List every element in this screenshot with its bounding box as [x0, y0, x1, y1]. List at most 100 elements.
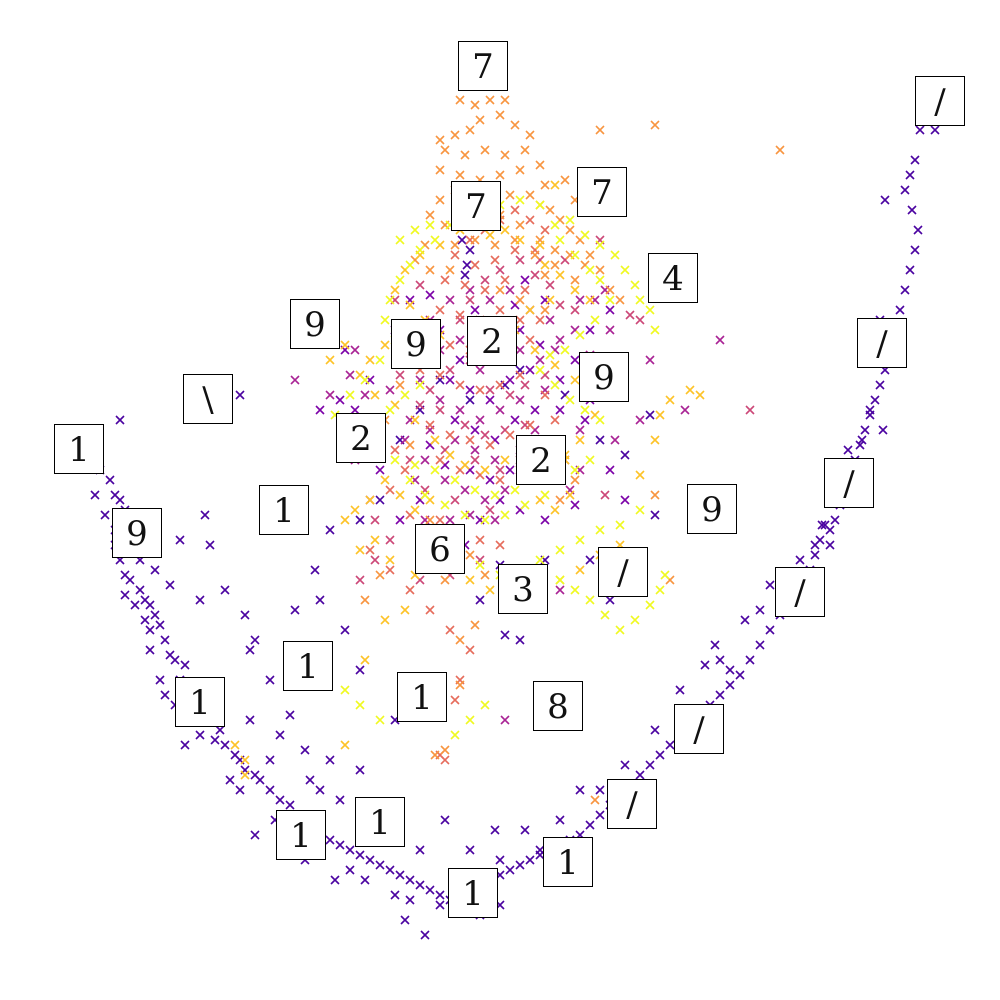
data-point — [380, 475, 390, 485]
data-point — [515, 195, 525, 205]
data-point — [355, 665, 365, 675]
data-point — [445, 430, 455, 440]
digit-thumbnail: 9 — [112, 508, 162, 558]
data-point — [470, 235, 480, 245]
data-point — [595, 785, 605, 795]
data-point — [530, 250, 540, 260]
digit-thumbnail: / — [674, 704, 724, 754]
data-point — [585, 455, 595, 465]
data-point — [535, 240, 545, 250]
digit-label: / — [934, 82, 946, 122]
data-point — [445, 625, 455, 635]
data-point — [410, 460, 420, 470]
digit-label: 2 — [350, 419, 372, 459]
data-point — [390, 445, 400, 455]
data-point — [355, 850, 365, 860]
data-point — [455, 95, 465, 105]
data-point — [500, 510, 510, 520]
data-point — [470, 260, 480, 270]
data-point — [395, 490, 405, 500]
data-point — [220, 740, 230, 750]
data-point — [355, 545, 365, 555]
data-point — [445, 265, 455, 275]
data-point — [430, 750, 440, 760]
data-point — [430, 435, 440, 445]
data-point — [665, 740, 675, 750]
data-point — [400, 605, 410, 615]
data-point — [610, 435, 620, 445]
data-point — [520, 500, 530, 510]
data-point — [470, 445, 480, 455]
thumbnail-frame — [543, 837, 593, 887]
data-point — [365, 355, 375, 365]
data-point — [480, 495, 490, 505]
data-point — [635, 415, 645, 425]
data-point — [435, 395, 445, 405]
data-point — [645, 410, 655, 420]
data-point — [570, 355, 580, 365]
data-point — [575, 785, 585, 795]
data-point — [585, 595, 595, 605]
data-point — [345, 865, 355, 875]
data-point — [285, 800, 295, 810]
data-point — [600, 490, 610, 500]
data-point — [605, 465, 615, 475]
data-point — [395, 370, 405, 380]
data-point — [505, 375, 515, 385]
data-point — [525, 190, 535, 200]
digit-label: 9 — [126, 514, 148, 554]
data-point — [475, 415, 485, 425]
data-point — [160, 690, 170, 700]
data-point — [420, 490, 430, 500]
digit-thumbnail: 9 — [579, 352, 629, 402]
digit-thumbnail: 2 — [467, 316, 517, 366]
data-point — [465, 435, 475, 445]
data-point — [420, 455, 430, 465]
data-point — [415, 880, 425, 890]
data-point — [340, 685, 350, 695]
data-point — [655, 410, 665, 420]
data-point — [475, 365, 485, 375]
data-point — [370, 390, 380, 400]
data-point — [655, 750, 665, 760]
digit-thumbnail: 7 — [458, 41, 508, 91]
data-point — [465, 245, 475, 255]
data-point — [540, 225, 550, 235]
data-point — [145, 625, 155, 635]
data-point — [435, 135, 445, 145]
data-point — [510, 245, 520, 255]
data-point — [240, 610, 250, 620]
data-point — [585, 295, 595, 305]
digit-thumbnail: 3 — [498, 564, 548, 614]
data-point — [550, 505, 560, 515]
data-point — [545, 280, 555, 290]
data-point — [715, 655, 725, 665]
data-point — [645, 760, 655, 770]
data-point — [825, 540, 835, 550]
data-point — [235, 390, 245, 400]
digit-thumbnail: / — [857, 318, 907, 368]
thumbnail-frame — [183, 374, 233, 424]
data-point — [755, 605, 765, 615]
data-point — [425, 385, 435, 395]
data-point — [665, 395, 675, 405]
data-point — [340, 340, 350, 350]
data-point — [905, 265, 915, 275]
data-point — [540, 305, 550, 315]
data-point — [360, 875, 370, 885]
digit-thumbnail: 1 — [276, 810, 326, 860]
data-point — [645, 305, 655, 315]
thumbnail-frame — [415, 524, 465, 574]
data-point — [745, 405, 755, 415]
series-0 — [90, 125, 940, 940]
data-point — [265, 675, 275, 685]
data-point — [575, 565, 585, 575]
data-point — [425, 290, 435, 300]
data-point — [505, 865, 515, 875]
data-point — [390, 890, 400, 900]
data-point — [860, 425, 870, 435]
data-point — [395, 235, 405, 245]
data-point — [390, 455, 400, 465]
data-point — [565, 215, 575, 225]
digit-label: 1 — [369, 803, 391, 843]
